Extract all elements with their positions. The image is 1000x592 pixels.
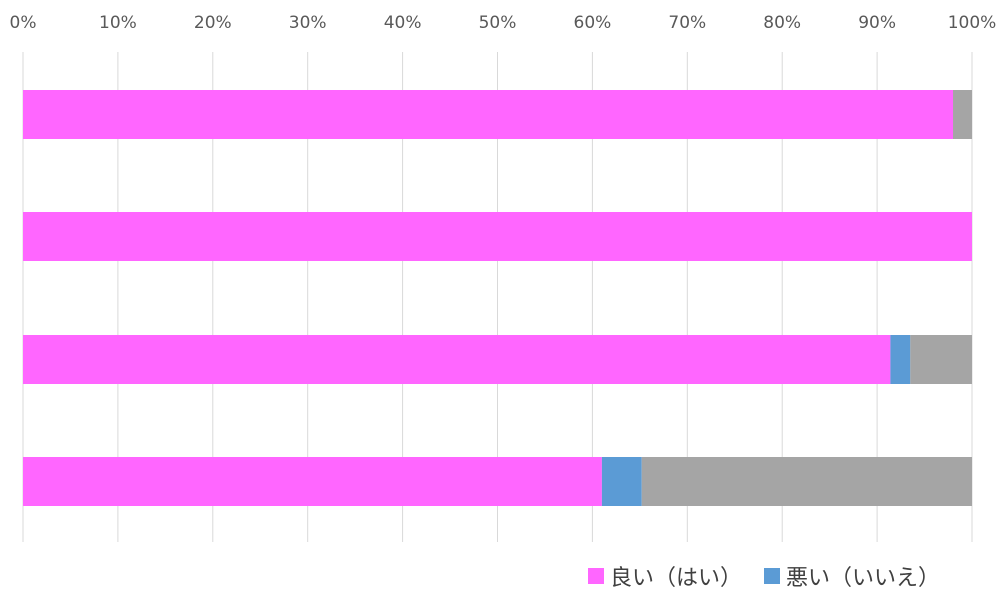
x-tick-label: 0% bbox=[10, 13, 37, 33]
legend-label-good: 良い（はい） bbox=[610, 566, 743, 591]
x-tick-label: 80% bbox=[763, 13, 801, 33]
bar-segment-row3-series1 bbox=[23, 335, 891, 384]
x-tick-label: 10% bbox=[99, 13, 137, 33]
x-axis-tick-labels: 0% 10% 20% 30% 40% 50% 60% 70% 80% 90% 100% bbox=[10, 13, 997, 33]
bar-segment-row2-series1 bbox=[23, 212, 972, 261]
bar-segment-row4-series3 bbox=[641, 457, 972, 506]
legend-swatch-good bbox=[588, 568, 604, 584]
x-tick-label: 20% bbox=[194, 13, 232, 33]
x-tick-label: 30% bbox=[289, 13, 327, 33]
x-tick-label: 70% bbox=[668, 13, 706, 33]
x-tick-label: 100% bbox=[948, 13, 997, 33]
bar-segment-row1-series1 bbox=[23, 90, 954, 139]
legend-swatch-bad bbox=[764, 568, 781, 584]
legend-item-good: 良い（はい） bbox=[588, 560, 742, 592]
x-tick-label: 50% bbox=[479, 13, 517, 33]
legend: 良い（はい） 悪い（いいえ） bbox=[588, 560, 962, 592]
bar-segment-row4-series2 bbox=[601, 457, 642, 506]
x-tick-label: 40% bbox=[384, 13, 422, 33]
bar-segment-row1-series3 bbox=[953, 90, 972, 139]
bar-segment-row3-series2 bbox=[890, 335, 911, 384]
bars bbox=[23, 90, 972, 506]
legend-item-bad: 悪い（いいえ） bbox=[764, 560, 940, 592]
bar-segment-row4-series1 bbox=[23, 457, 602, 506]
bar-segment-row3-series3 bbox=[910, 335, 972, 384]
x-tick-label: 60% bbox=[574, 13, 612, 33]
legend-label-bad: 悪い（いいえ） bbox=[786, 566, 941, 591]
x-tick-label: 90% bbox=[858, 13, 896, 33]
